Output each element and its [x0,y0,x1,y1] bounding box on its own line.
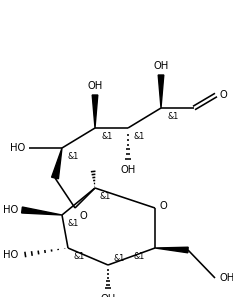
Text: O: O [220,90,228,100]
Polygon shape [155,247,188,253]
Text: &1: &1 [73,252,84,261]
Text: HO: HO [10,143,25,153]
Text: &1: &1 [133,252,144,261]
Text: &1: &1 [134,132,145,141]
Text: OH: OH [153,61,169,71]
Text: &1: &1 [167,112,178,121]
Text: OH: OH [100,294,116,297]
Text: &1: &1 [101,132,112,141]
Text: &1: &1 [100,192,111,201]
Polygon shape [22,207,62,215]
Polygon shape [92,95,98,128]
Text: HO: HO [3,205,18,215]
Text: OH: OH [87,81,103,91]
Polygon shape [51,148,62,179]
Text: OH: OH [219,273,233,283]
Text: O: O [79,211,87,221]
Text: O: O [160,201,168,211]
Text: &1: &1 [68,152,79,161]
Text: &1: &1 [113,254,124,263]
Text: OH: OH [120,165,136,175]
Text: HO: HO [3,250,18,260]
Text: &1: &1 [67,219,78,228]
Polygon shape [158,75,164,108]
